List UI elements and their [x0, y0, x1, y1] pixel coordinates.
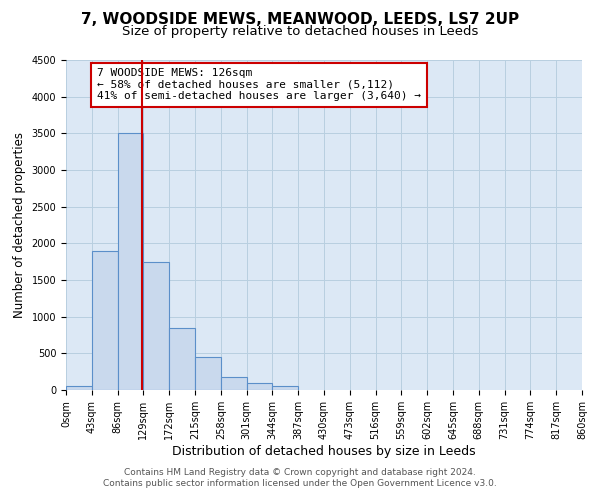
Bar [66, 386, 92, 390]
Bar [272, 386, 298, 390]
Bar [195, 357, 221, 390]
Bar [118, 134, 143, 390]
Bar [92, 250, 118, 390]
Bar [247, 382, 272, 390]
Bar [221, 377, 247, 390]
Text: Size of property relative to detached houses in Leeds: Size of property relative to detached ho… [122, 25, 478, 38]
Text: 7, WOODSIDE MEWS, MEANWOOD, LEEDS, LS7 2UP: 7, WOODSIDE MEWS, MEANWOOD, LEEDS, LS7 2… [81, 12, 519, 28]
X-axis label: Distribution of detached houses by size in Leeds: Distribution of detached houses by size … [172, 444, 476, 458]
Bar [143, 262, 169, 390]
Text: Contains HM Land Registry data © Crown copyright and database right 2024.
Contai: Contains HM Land Registry data © Crown c… [103, 468, 497, 487]
Y-axis label: Number of detached properties: Number of detached properties [13, 132, 26, 318]
Text: 7 WOODSIDE MEWS: 126sqm
← 58% of detached houses are smaller (5,112)
41% of semi: 7 WOODSIDE MEWS: 126sqm ← 58% of detache… [97, 68, 421, 102]
Bar [169, 328, 195, 390]
